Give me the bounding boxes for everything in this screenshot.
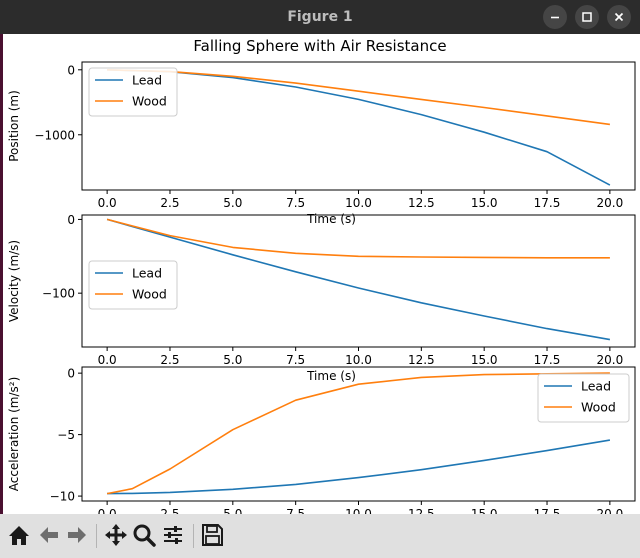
x-tick-label: 10.0 <box>345 196 372 210</box>
x-tick-label: 5.0 <box>223 353 242 367</box>
axes-3: 0.0 2.5 5.0 7.5 10.0 12.5 15.0 17.5 20.0 0 −5 −10 Ti… <box>7 366 636 514</box>
y-tick-label: −1000 <box>34 128 75 142</box>
configure-subplots-icon <box>164 526 182 544</box>
x-tick-label: 0.0 <box>98 196 117 210</box>
series-line-wood <box>106 372 610 495</box>
forward-button[interactable] <box>64 522 90 548</box>
x-tick-label: 17.5 <box>534 196 561 210</box>
y-tick-label: −5 <box>57 428 75 442</box>
y-tick-label: −10 <box>50 490 75 504</box>
y-axis-label: Position (m) <box>7 90 21 162</box>
save-button[interactable] <box>199 522 225 548</box>
axes-2: 0.0 2.5 5.0 7.5 10.0 12.5 15.0 17.5 20.0 0 −100 Tim… <box>7 213 636 383</box>
maximize-button[interactable] <box>575 5 599 29</box>
x-tick-label: 12.5 <box>408 353 435 367</box>
x-tick-label: 2.5 <box>160 196 179 210</box>
series-line-lead <box>107 69 611 186</box>
x-tick-label: 0.0 <box>98 507 117 514</box>
figure-suptitle: Falling Sphere with Air Resistance <box>193 37 446 55</box>
left-edge-strip <box>0 34 3 514</box>
x-tick-label: 20.0 <box>597 196 624 210</box>
x-tick-label: 7.5 <box>286 507 305 514</box>
legend-label-lead: Lead <box>132 266 162 281</box>
pan-button[interactable] <box>103 522 129 548</box>
x-tick-label: 2.5 <box>160 507 179 514</box>
back-button[interactable] <box>36 522 62 548</box>
x-tick-label: 10.0 <box>345 353 372 367</box>
x-tick-label: 5.0 <box>223 507 242 514</box>
series-line-wood <box>107 69 611 126</box>
y-tick-label: −100 <box>42 287 75 301</box>
back-arrow-icon <box>40 527 58 543</box>
x-tick-label: 12.5 <box>408 196 435 210</box>
legend-label-wood: Wood <box>581 400 616 415</box>
toolbar-separator <box>96 524 97 548</box>
figure-canvas[interactable]: Falling Sphere with Air Resistance 0.0 2.… <box>0 34 640 514</box>
x-tick-label: 10.0 <box>345 507 372 514</box>
y-tick-label: 0 <box>67 213 75 227</box>
x-axis-label: Time (s) <box>306 369 356 383</box>
maximize-icon <box>582 12 592 22</box>
x-tick-label: 15.0 <box>471 507 498 514</box>
x-tick-label: 20.0 <box>597 507 624 514</box>
y-axis-label: Acceleration (m/s²) <box>7 377 21 492</box>
forward-arrow-icon <box>68 527 86 543</box>
x-tick-label: 7.5 <box>286 353 305 367</box>
legend-label-wood: Wood <box>132 287 167 302</box>
x-tick-label: 15.0 <box>471 353 498 367</box>
close-icon <box>614 12 624 22</box>
legend-label-wood: Wood <box>132 94 167 109</box>
x-axis-label: Time (s) <box>306 212 356 226</box>
x-tick-label: 15.0 <box>471 196 498 210</box>
configure-subplots-button[interactable] <box>160 522 186 548</box>
legend-label-lead: Lead <box>132 73 162 88</box>
close-button[interactable] <box>607 5 631 29</box>
home-icon <box>9 526 29 545</box>
axes-1: 0.0 2.5 5.0 7.5 10.0 12.5 15.0 17.5 20.0 0 −1000 Ti… <box>7 61 636 226</box>
y-tick-label: 0 <box>67 63 75 77</box>
minimize-icon <box>551 16 559 19</box>
x-tick-label: 5.0 <box>223 196 242 210</box>
series-line-lead <box>106 218 611 341</box>
x-tick-label: 7.5 <box>286 196 305 210</box>
x-tick-label: 12.5 <box>408 507 435 514</box>
figure-svg: Falling Sphere with Air Resistance 0.0 2.… <box>7 37 636 514</box>
navigation-toolbar <box>0 514 640 558</box>
y-axis-label: Velocity (m/s) <box>7 240 21 322</box>
legend-label-lead: Lead <box>581 379 611 394</box>
zoom-icon <box>133 524 156 547</box>
x-tick-label: 20.0 <box>597 353 624 367</box>
x-tick-label: 17.5 <box>534 353 561 367</box>
zoom-button[interactable] <box>131 522 157 548</box>
series-line-wood <box>106 218 610 259</box>
save-icon <box>202 524 223 546</box>
window-title: Figure 1 <box>287 9 353 25</box>
x-tick-label: 0.0 <box>98 353 117 367</box>
home-button[interactable] <box>6 522 32 548</box>
x-tick-label: 2.5 <box>160 353 179 367</box>
pan-icon <box>105 524 127 546</box>
series-line-lead <box>107 439 611 495</box>
minimize-button[interactable] <box>543 5 567 29</box>
y-tick-label: 0 <box>67 367 75 381</box>
title-bar[interactable]: Figure 1 <box>0 0 640 34</box>
toolbar-separator <box>193 524 194 548</box>
x-tick-label: 17.5 <box>534 507 561 514</box>
